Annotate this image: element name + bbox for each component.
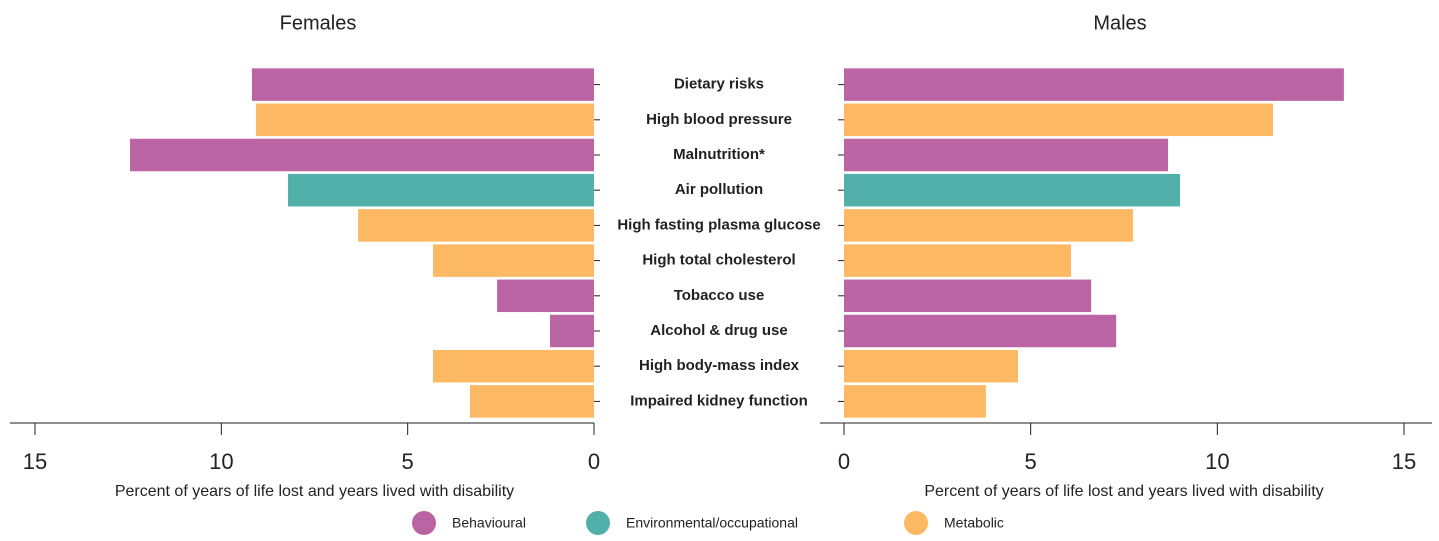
bar (130, 138, 594, 172)
bar (433, 349, 594, 383)
x-tick-label: 5 (1025, 449, 1037, 474)
bar (844, 314, 1117, 348)
category-label: High total cholesterol (642, 252, 795, 269)
x-axis-label: Percent of years of life lost and years … (115, 483, 514, 500)
bar (844, 138, 1169, 172)
bar (844, 349, 1018, 383)
bar (433, 244, 594, 277)
bar (844, 68, 1344, 101)
bar (844, 173, 1180, 207)
legend-swatch (412, 511, 436, 535)
legend-label: Environmental/occupational (626, 515, 798, 531)
x-tick-label: 15 (1392, 449, 1416, 474)
bar (255, 103, 594, 137)
category-label: Dietary risks (674, 76, 764, 93)
bar (358, 209, 594, 242)
bar (844, 279, 1092, 313)
x-tick-label: 0 (588, 449, 600, 474)
bar (497, 279, 594, 313)
category-label: High body-mass index (639, 357, 800, 374)
panel-title: Males (1093, 12, 1146, 34)
legend-label: Behavioural (452, 515, 526, 531)
category-label: Impaired kidney function (630, 392, 808, 409)
legend-label: Metabolic (944, 515, 1004, 531)
x-tick-label: 0 (838, 449, 850, 474)
x-tick-label: 10 (209, 449, 233, 474)
bar (469, 385, 594, 418)
x-tick-label: 10 (1205, 449, 1229, 474)
category-label: High blood pressure (646, 111, 792, 128)
x-axis-label: Percent of years of life lost and years … (924, 483, 1323, 500)
bar (550, 314, 594, 348)
category-label: Tobacco use (674, 287, 765, 304)
category-label: Alcohol & drug use (650, 322, 788, 339)
legend-swatch (904, 511, 928, 535)
category-label: Malnutrition* (673, 146, 765, 163)
panel-title: Females (280, 12, 357, 34)
bar (844, 209, 1133, 242)
bar (844, 244, 1071, 277)
x-tick-label: 15 (23, 449, 47, 474)
category-label: Air pollution (675, 181, 763, 198)
x-tick-label: 5 (402, 449, 414, 474)
bar (844, 103, 1273, 137)
bar (251, 68, 594, 101)
bar (844, 385, 986, 418)
category-label: High fasting plasma glucose (617, 216, 820, 233)
bar (288, 173, 594, 207)
legend-swatch (586, 511, 610, 535)
